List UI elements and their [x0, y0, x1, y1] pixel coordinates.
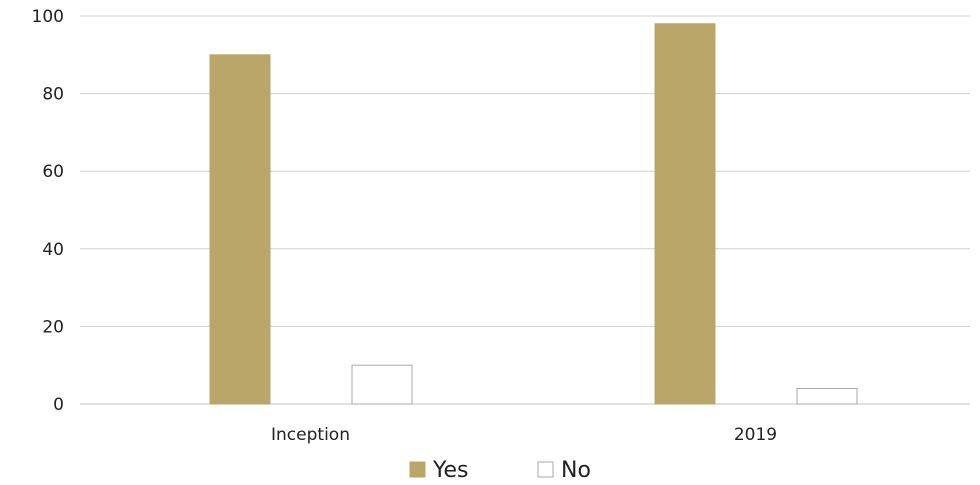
y-tick-label: 20 [42, 317, 64, 337]
legend-swatch-no [537, 461, 554, 478]
legend: Yes No [409, 458, 591, 483]
bar-yes-2019 [654, 23, 716, 405]
y-tick-label: 100 [32, 7, 64, 27]
x-axis-ticks: Inception 2019 [271, 425, 777, 445]
y-tick-label: 60 [42, 162, 64, 182]
bars [209, 23, 858, 405]
y-tick-label: 0 [53, 395, 64, 415]
x-tick-label: 2019 [734, 425, 777, 445]
y-tick-label: 40 [42, 240, 64, 260]
bar-no-2019 [796, 387, 858, 405]
legend-swatch-yes [409, 461, 426, 478]
bar-yes-inception [209, 54, 271, 405]
y-tick-label: 80 [42, 85, 64, 105]
bar-no-inception [351, 364, 413, 405]
legend-label-no: No [561, 458, 591, 483]
x-tick-label: Inception [271, 425, 350, 445]
legend-label-yes: Yes [432, 458, 469, 483]
y-axis-ticks: 0 20 40 60 80 100 [32, 7, 64, 415]
